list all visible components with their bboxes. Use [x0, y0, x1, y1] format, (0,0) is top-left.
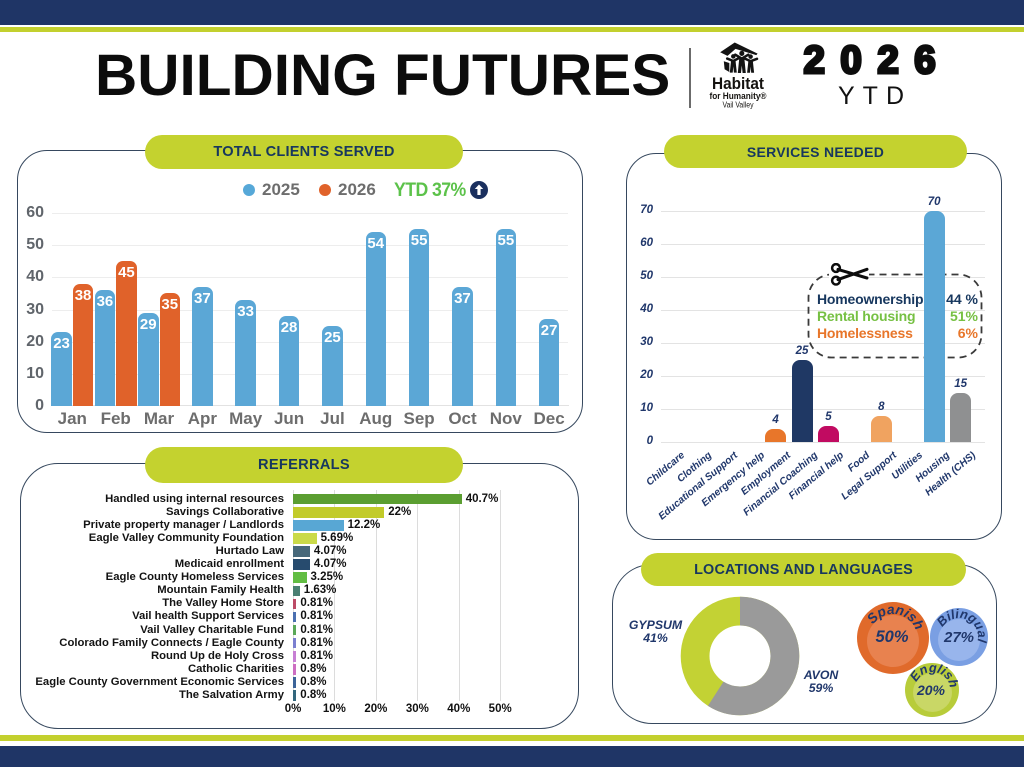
svg-text:Habitat: Habitat — [712, 75, 765, 93]
svg-text:for Humanity®: for Humanity® — [710, 91, 767, 101]
svg-text:Vail Valley: Vail Valley — [723, 101, 754, 110]
